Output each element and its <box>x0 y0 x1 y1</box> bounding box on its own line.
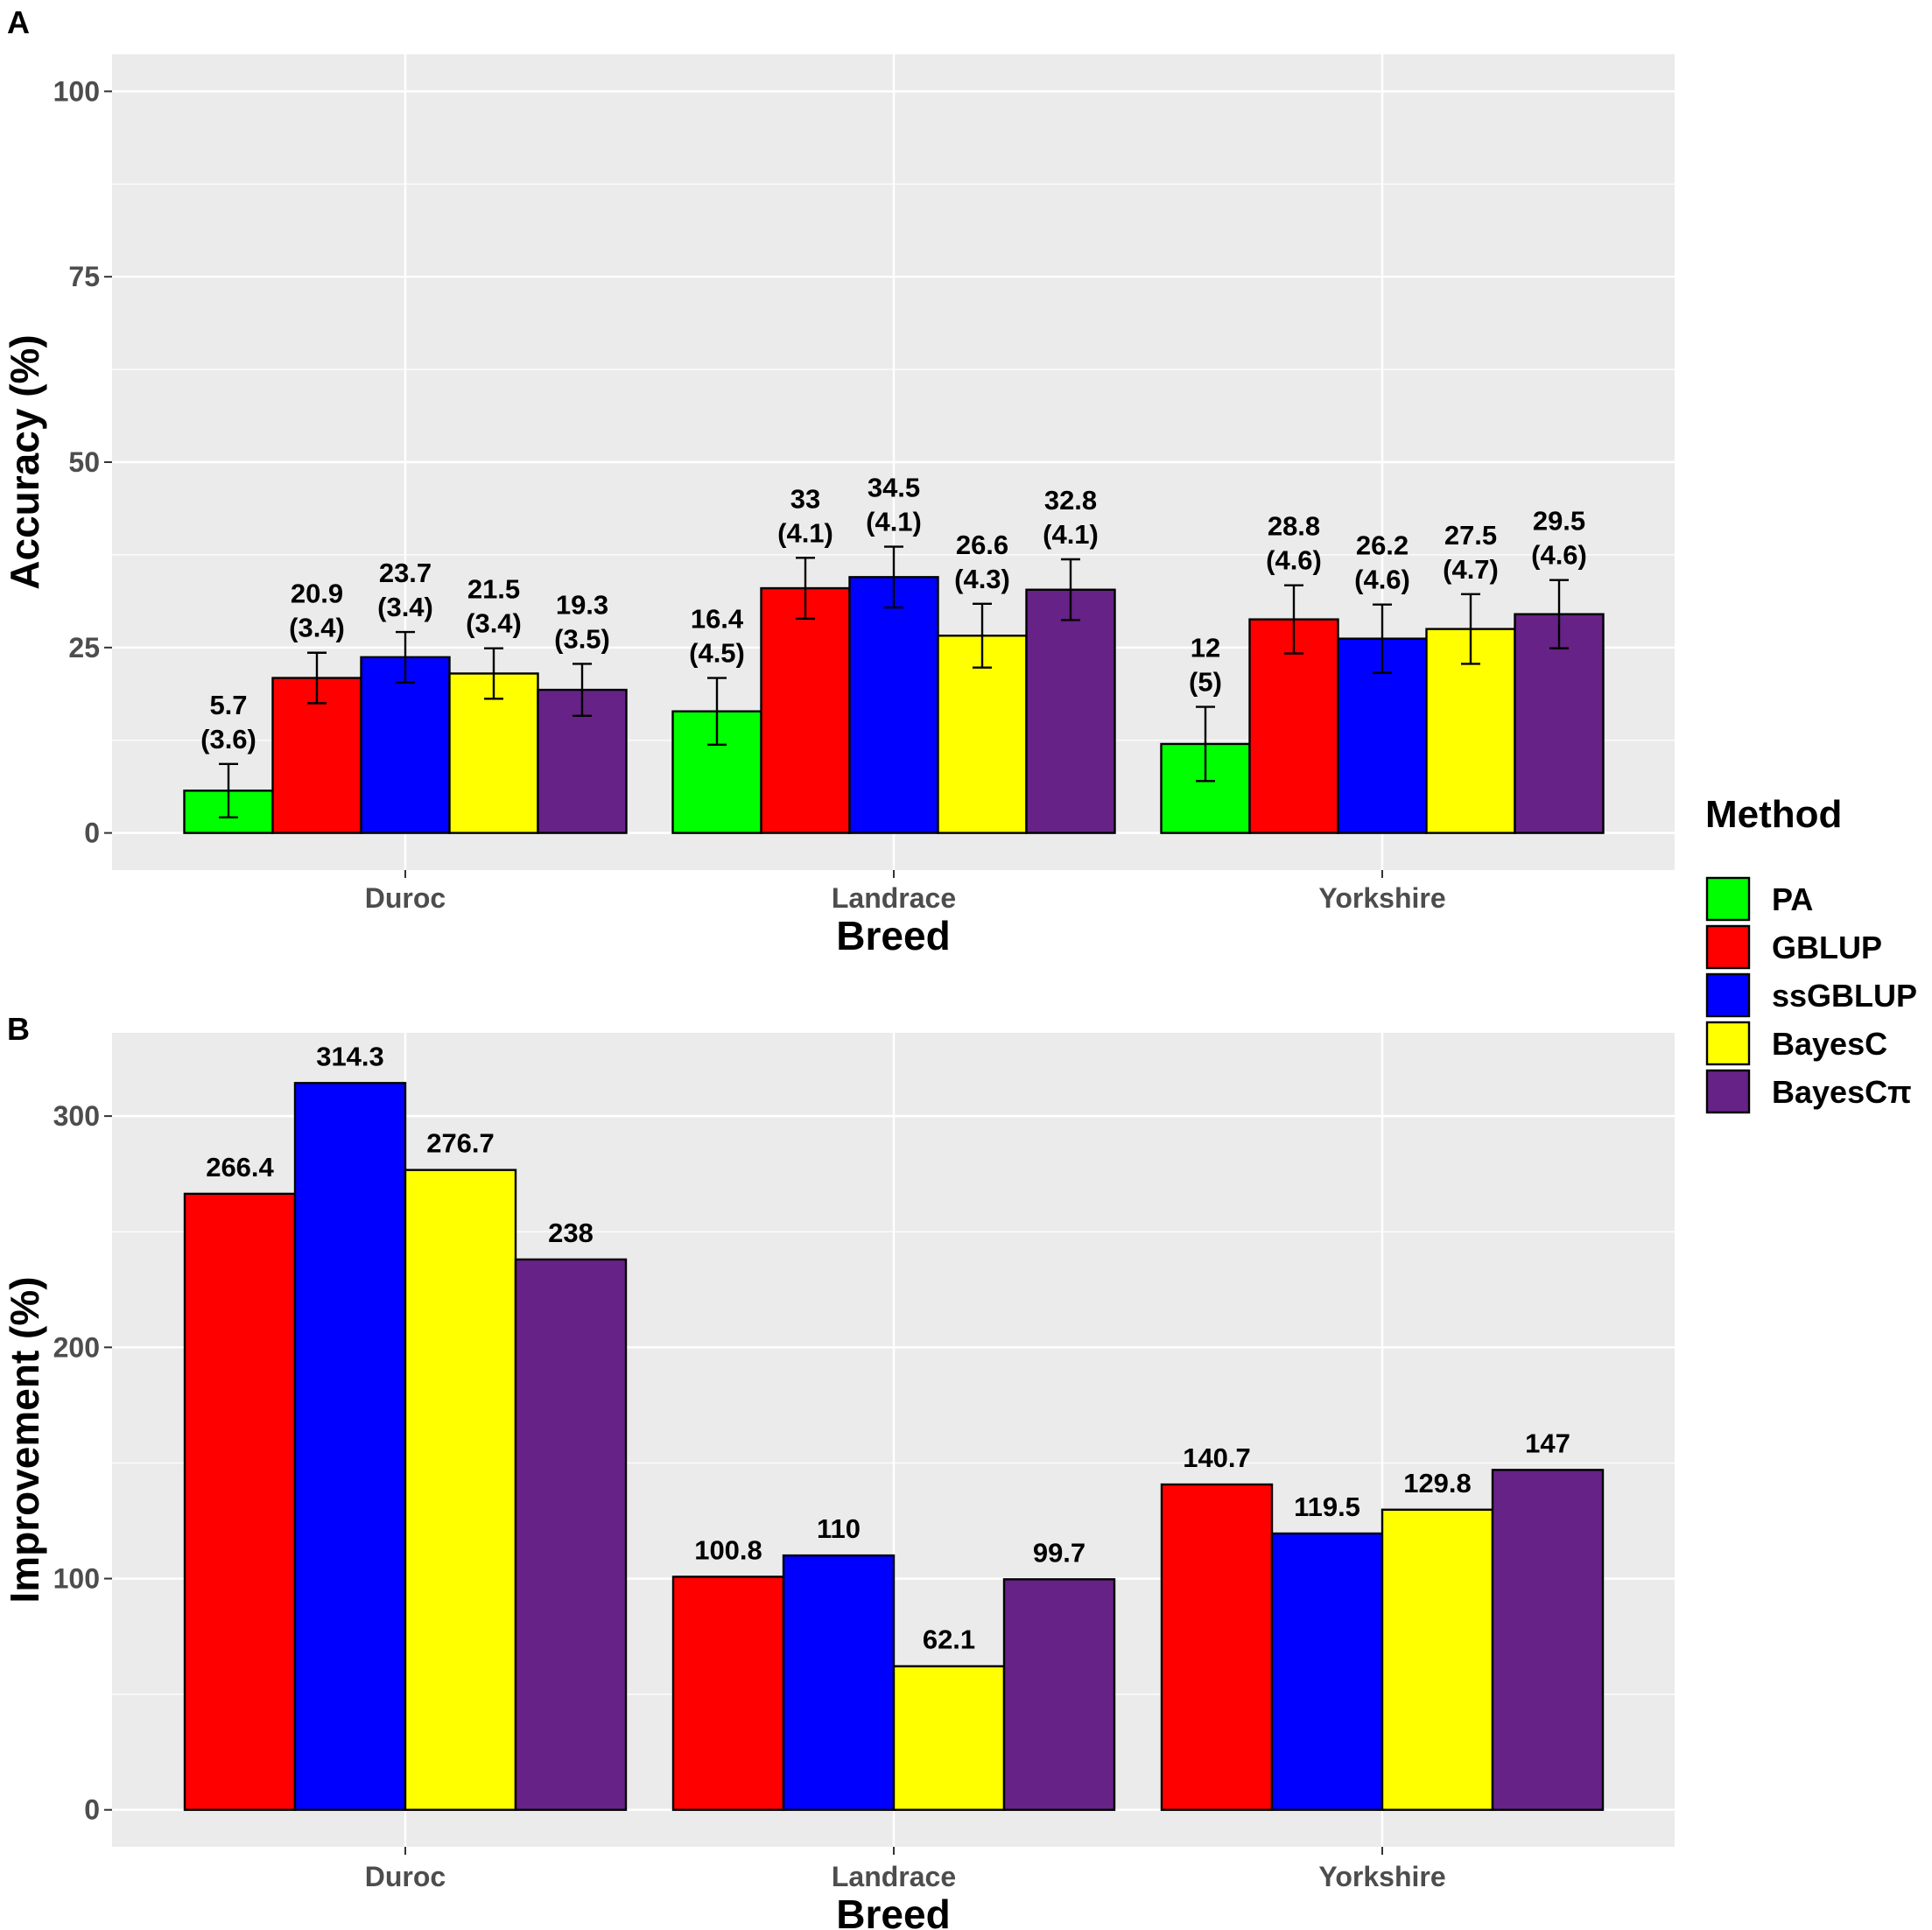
bar-bayesc-landrace <box>892 1665 1006 1811</box>
data-label-se: (4.6) <box>1266 545 1322 576</box>
data-label-value: 26.6 <box>956 530 1008 560</box>
x-tick-label-landrace: Landrace <box>832 882 956 914</box>
y-tick-label: 75 <box>68 261 100 292</box>
legend-label-ssgblup: ssGBLUP <box>1772 978 1917 1014</box>
legend-swatch-bayesc <box>1705 1021 1751 1066</box>
data-label-se: (3.4) <box>377 592 433 622</box>
legend-swatch-bayescpi <box>1705 1069 1751 1114</box>
data-label-se: (3.4) <box>289 613 345 643</box>
legend-label-gblup: GBLUP <box>1772 930 1882 965</box>
data-label-value: 5.7 <box>209 690 247 720</box>
data-label-se: (4.5) <box>689 638 745 669</box>
bar-bayescpi-landrace <box>1002 1578 1116 1811</box>
y-tick-label: 25 <box>68 632 100 663</box>
bar-gblup-yorkshire <box>1160 1483 1274 1811</box>
data-label-value: 129.8 <box>1403 1468 1472 1498</box>
data-label-se: (4.7) <box>1443 554 1499 585</box>
panel-letter: B <box>7 1011 30 1047</box>
data-label-value: 147 <box>1525 1428 1570 1458</box>
bar-bayesc-duroc <box>404 1169 517 1811</box>
data-label-se: (4.6) <box>1354 565 1410 595</box>
bar-gblup-landrace <box>760 586 851 834</box>
data-label-value: 276.7 <box>426 1128 495 1159</box>
y-tick-label: 200 <box>53 1331 100 1363</box>
bar-ssgblup-landrace <box>782 1554 896 1811</box>
data-label-value: 110 <box>817 1513 861 1544</box>
bar-bayescpi-landrace <box>1025 588 1116 834</box>
data-label-se: (4.1) <box>777 517 833 548</box>
y-tick-label: 300 <box>53 1100 100 1132</box>
y-tick-label: 0 <box>84 1794 100 1826</box>
legend-swatch-gblup <box>1705 924 1751 970</box>
data-label-value: 34.5 <box>868 473 920 503</box>
data-label-value: 140.7 <box>1183 1442 1251 1473</box>
data-label-se: (3.6) <box>200 724 256 754</box>
bar-bayescpi-yorkshire <box>1514 613 1605 834</box>
data-label-value: 238 <box>548 1218 594 1248</box>
data-label-se: (4.1) <box>866 507 922 537</box>
legend-label-pa: PA <box>1772 881 1813 917</box>
bar-bayesc-duroc <box>448 672 539 834</box>
data-label-value: 119.5 <box>1294 1491 1360 1522</box>
bar-gblup-landrace <box>671 1576 785 1811</box>
bar-bayesc-yorkshire <box>1381 1508 1494 1811</box>
data-label-value: 27.5 <box>1444 520 1497 551</box>
x-tick-label-duroc: Duroc <box>365 882 446 914</box>
data-label-value: 23.7 <box>379 558 432 588</box>
data-label-value: 33 <box>790 483 820 514</box>
data-label-value: 32.8 <box>1044 485 1097 516</box>
data-label-value: 28.8 <box>1268 511 1320 542</box>
method-legend: Method PA GBLUP ssGBLUP BayesC BayesCπ <box>1705 793 1917 1114</box>
x-axis-title: Breed <box>836 913 950 958</box>
data-label-value: 20.9 <box>291 579 343 609</box>
bar-ssgblup-landrace <box>848 576 939 834</box>
bar-gblup-yorkshire <box>1248 618 1339 834</box>
x-axis-title: Breed <box>836 1891 950 1930</box>
x-tick-label-yorkshire: Yorkshire <box>1318 882 1445 914</box>
data-label-value: 26.2 <box>1356 530 1409 561</box>
bar-ssgblup-duroc <box>293 1082 407 1811</box>
y-axis-title: Accuracy (%) <box>2 334 47 589</box>
bar-bayescpi-yorkshire <box>1491 1469 1605 1811</box>
y-tick-label: 100 <box>53 75 100 107</box>
bar-bayescpi-duroc <box>514 1258 628 1811</box>
y-axis-title: Improvement (%) <box>2 1276 47 1603</box>
data-label-value: 21.5 <box>467 574 520 605</box>
data-label-value: 16.4 <box>691 604 744 635</box>
data-label-value: 314.3 <box>316 1041 384 1071</box>
bar-ssgblup-yorkshire <box>1270 1532 1384 1811</box>
panel-a-accuracy-chart: A 0 25 50 75 100 Duroc Landrace Yorkshire Breed Ac… <box>2 4 1675 958</box>
bar-ssgblup-duroc <box>360 656 451 834</box>
data-label-value: 100.8 <box>694 1534 762 1565</box>
legend-title: Method <box>1705 793 1842 836</box>
data-label-value: 99.7 <box>1033 1537 1085 1568</box>
legend-label-bayesc: BayesC <box>1772 1026 1887 1062</box>
y-tick-label: 100 <box>53 1563 100 1595</box>
data-label-se: (4.6) <box>1531 540 1587 571</box>
data-label-value: 266.4 <box>206 1152 274 1183</box>
legend-swatch-pa <box>1705 876 1751 922</box>
y-tick-label: 50 <box>68 446 100 478</box>
data-label-value: 12 <box>1191 633 1220 663</box>
x-tick-label-duroc: Duroc <box>365 1861 446 1892</box>
data-label-value: 62.1 <box>923 1625 975 1655</box>
data-label-se: (4.1) <box>1043 519 1099 550</box>
data-label-value: 19.3 <box>556 589 608 620</box>
panel-b-improvement-chart: B 0 100 200 300 Duroc Landrace Yorkshire Breed Im… <box>2 1011 1675 1930</box>
bar-gblup-duroc <box>183 1192 297 1811</box>
x-tick-label-landrace: Landrace <box>832 1861 956 1892</box>
data-label-value: 29.5 <box>1533 506 1585 537</box>
legend-label-bayescpi: BayesCπ <box>1772 1074 1912 1110</box>
data-label-se: (5) <box>1189 667 1222 698</box>
data-label-se: (4.3) <box>954 564 1010 594</box>
data-label-se: (3.4) <box>466 608 522 639</box>
data-label-se: (3.5) <box>554 623 610 654</box>
legend-swatch-ssgblup <box>1705 972 1751 1018</box>
y-tick-label: 0 <box>84 818 100 849</box>
x-tick-label-yorkshire: Yorkshire <box>1318 1861 1445 1892</box>
panel-letter: A <box>7 4 30 40</box>
